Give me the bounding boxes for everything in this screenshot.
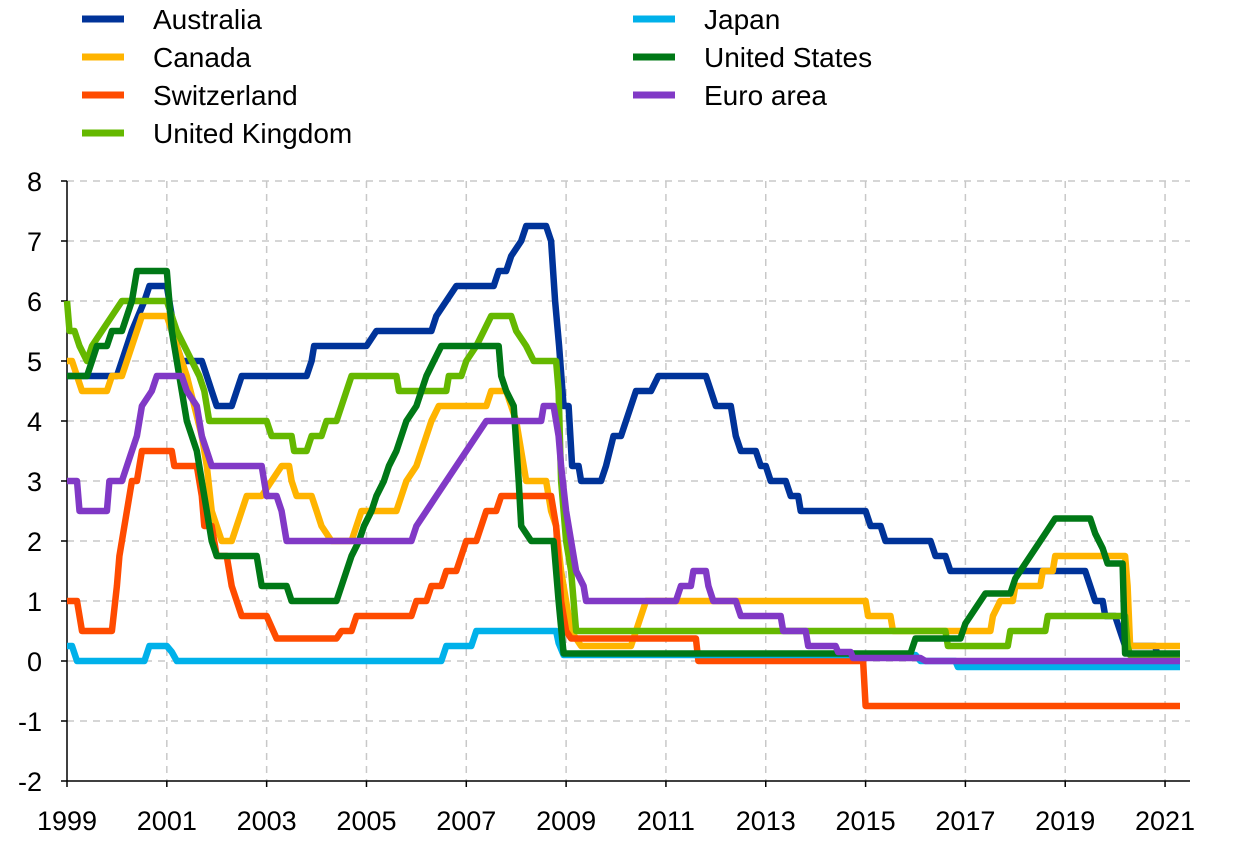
x-tick-label: 2007 bbox=[436, 806, 496, 836]
y-axis-ticks: 8 7 6 5 4 3 2 1 0 -1 -2 bbox=[18, 167, 42, 797]
legend-item-euro-area: Euro area bbox=[633, 80, 827, 111]
y-tick-label: 0 bbox=[27, 647, 42, 677]
legend-label: United Kingdom bbox=[153, 118, 352, 149]
legend-label: Euro area bbox=[704, 80, 827, 111]
series-line-euro-area bbox=[67, 372, 1180, 665]
y-tick-label: 6 bbox=[27, 287, 42, 317]
legend-label: Australia bbox=[153, 4, 262, 35]
chart-series bbox=[63, 222, 1180, 710]
series-line-switzerland bbox=[67, 447, 1180, 710]
legend-item-switzerland: Switzerland bbox=[82, 80, 298, 111]
chart-axes bbox=[61, 180, 1190, 787]
y-tick-label: 7 bbox=[27, 227, 42, 257]
legend-label: Canada bbox=[153, 42, 252, 73]
x-tick-label: 2013 bbox=[736, 806, 796, 836]
legend-label: United States bbox=[704, 42, 872, 73]
series-line-australia bbox=[67, 222, 1180, 659]
x-tick-label: 1999 bbox=[37, 806, 97, 836]
x-tick-label: 2019 bbox=[1035, 806, 1095, 836]
series-line-united-states bbox=[67, 267, 1180, 657]
legend-item-japan: Japan bbox=[633, 4, 780, 35]
x-tick-label: 2003 bbox=[237, 806, 297, 836]
y-tick-label: 5 bbox=[27, 347, 42, 377]
y-tick-label: -2 bbox=[18, 767, 42, 797]
x-tick-label: 2001 bbox=[137, 806, 197, 836]
legend-label: Switzerland bbox=[153, 80, 298, 111]
legend-item-australia: Australia bbox=[82, 4, 262, 35]
x-tick-label: 2017 bbox=[935, 806, 995, 836]
x-tick-label: 2009 bbox=[536, 806, 596, 836]
x-tick-label: 2015 bbox=[836, 806, 896, 836]
legend-item-united-kingdom: United Kingdom bbox=[82, 118, 352, 149]
y-tick-label: 3 bbox=[27, 467, 42, 497]
x-tick-label: 2011 bbox=[637, 806, 695, 836]
x-tick-label: 2021 bbox=[1135, 806, 1195, 836]
legend-item-canada: Canada bbox=[82, 42, 252, 73]
x-tick-label: 2005 bbox=[336, 806, 396, 836]
legend-label: Japan bbox=[704, 4, 780, 35]
y-tick-label: 8 bbox=[27, 167, 42, 197]
series-line-canada bbox=[67, 312, 1180, 650]
y-tick-label: -1 bbox=[18, 707, 42, 737]
y-tick-label: 4 bbox=[27, 407, 42, 437]
y-tick-label: 2 bbox=[27, 527, 42, 557]
y-tick-label: 1 bbox=[27, 587, 42, 617]
legend-item-united-states: United States bbox=[633, 42, 872, 73]
x-axis-ticks: 1999 2001 2003 2005 2007 2009 2011 2013 2015 2017… bbox=[37, 806, 1195, 836]
chart-grid bbox=[67, 180, 1190, 781]
chart-legend: Australia Canada Switzerland United Kingdom… bbox=[82, 4, 872, 149]
